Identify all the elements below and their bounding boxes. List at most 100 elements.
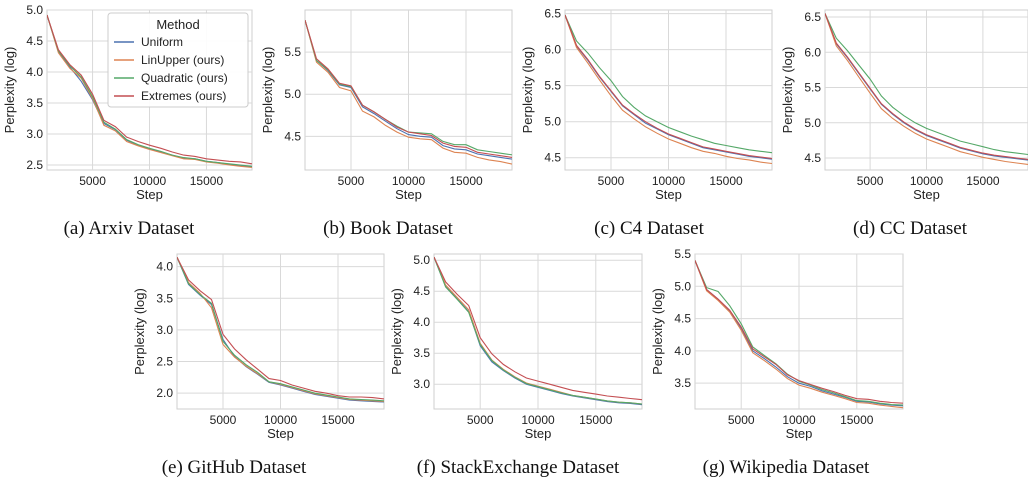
y-tick-label: 4.5 (413, 284, 430, 298)
y-tick-label: 5.0 (26, 3, 43, 17)
legend-box (107, 12, 249, 108)
caption-github: (e) GitHub Dataset (161, 457, 307, 478)
x-tick-label: 15000 (966, 174, 1000, 188)
x-tick-label: 5000 (467, 413, 494, 427)
x-axis-label: Step (525, 426, 552, 441)
chart-c4: 5000 10000 15000 4.5 5.0 5.5 6.0 6.5 Step Perplex… (520, 7, 773, 202)
series-line-extremes-ours (695, 260, 903, 404)
x-axis-label: Step (786, 426, 813, 441)
series-line-linupper-ours (177, 256, 384, 402)
x-tick-label: 10000 (392, 174, 426, 188)
y-tick-label: 4.5 (544, 151, 561, 165)
y-tick-label: 4.5 (674, 312, 691, 326)
x-tick-label: 15000 (321, 413, 355, 427)
series-line-extremes-ours (434, 256, 642, 401)
y-tick-label: 5.0 (544, 115, 561, 129)
y-tick-label: 3.5 (26, 96, 43, 110)
y-axis-label: Perplexity (log) (650, 288, 665, 375)
series-line-linupper-ours (825, 13, 1028, 165)
y-tick-label: 4.5 (804, 151, 821, 165)
y-tick-label: 5.5 (674, 247, 691, 261)
y-tick-label: 5.0 (413, 253, 430, 267)
legend-entry-extremes-ours: Extremes (ours) (141, 89, 226, 103)
series-line-linupper-ours (565, 14, 772, 165)
y-axis-label: Perplexity (log) (520, 47, 535, 134)
caption-c4: (c) C4 Dataset (594, 218, 704, 239)
y-tick-label: 5.5 (284, 45, 301, 59)
series-line-extremes-ours (177, 256, 384, 400)
y-tick-label: 4.0 (674, 344, 691, 358)
x-tick-label: 5000 (338, 174, 365, 188)
y-tick-label: 3.0 (413, 377, 430, 391)
x-tick-label: 15000 (579, 413, 613, 427)
legend-entry-uniform: Uniform (141, 35, 183, 49)
x-axis-label: Step (655, 187, 682, 202)
chart-book: 5000 10000 15000 4.5 5.0 5.5 Step Perplexity (l… (260, 9, 513, 202)
series-line-quadratic-ours (47, 14, 252, 167)
x-tick-label: 15000 (449, 174, 483, 188)
legend-entry-linupper-ours: LinUpper (ours) (141, 53, 224, 67)
y-axis-label: Perplexity (log) (389, 288, 404, 375)
x-tick-label: 10000 (910, 174, 944, 188)
y-tick-label: 5.0 (674, 279, 691, 293)
x-tick-label: 10000 (782, 413, 816, 427)
series-line-extremes-ours (305, 19, 512, 158)
chart-stackexchange: 5000 10000 15000 3.0 3.5 4.0 4.5 5.0 Step Perplex… (389, 253, 643, 441)
series-line-quadratic-ours (695, 260, 903, 406)
y-tick-label: 4.5 (26, 34, 43, 48)
x-tick-label: 10000 (521, 413, 555, 427)
series-line-quadratic-ours (825, 13, 1028, 156)
y-axis-label: Perplexity (log) (2, 47, 17, 134)
x-tick-label: 10000 (133, 174, 167, 188)
y-tick-label: 5.0 (804, 116, 821, 130)
y-tick-label: 3.0 (26, 127, 43, 141)
y-tick-label: 4.5 (284, 129, 301, 143)
series-line-linupper-ours (695, 260, 903, 409)
x-tick-label: 5000 (598, 174, 625, 188)
x-tick-label: 5000 (857, 174, 884, 188)
series-line-extremes-ours (565, 14, 772, 160)
y-tick-label: 2.0 (156, 386, 173, 400)
x-tick-label: 5000 (728, 413, 755, 427)
caption-stackexchange: (f) StackExchange Dataset (416, 457, 620, 478)
x-tick-label: 15000 (190, 174, 224, 188)
y-tick-label: 6.0 (544, 43, 561, 57)
x-tick-label: 5000 (210, 413, 237, 427)
x-axis-label: Step (267, 426, 294, 441)
y-tick-label: 5.5 (804, 81, 821, 95)
y-tick-label: 2.5 (26, 158, 43, 172)
y-tick-label: 3.5 (413, 346, 430, 360)
x-tick-label: 10000 (652, 174, 686, 188)
y-tick-label: 4.0 (413, 315, 430, 329)
caption-cc: (d) CC Dataset (853, 218, 967, 239)
series-line-extremes-ours (825, 13, 1028, 160)
y-tick-label: 3.5 (674, 376, 691, 390)
y-axis-label: Perplexity (log) (780, 47, 795, 134)
y-tick-label: 5.0 (284, 87, 301, 101)
y-tick-label: 6.5 (544, 7, 561, 21)
caption-book: (b) Book Dataset (323, 218, 453, 239)
caption-arxiv: (a) Arxiv Dataset (63, 218, 195, 239)
y-tick-label: 6.0 (804, 45, 821, 59)
y-tick-label: 4.0 (26, 65, 43, 79)
series-line-quadratic-ours (177, 256, 384, 402)
series-line-extremes-ours (47, 14, 252, 165)
y-tick-label: 4.0 (156, 260, 173, 274)
y-tick-label: 2.5 (156, 355, 173, 369)
series-line-quadratic-ours (565, 14, 772, 154)
chart-cc: 5000 10000 15000 4.5 5.0 5.5 6.0 6.5 Step Perplex… (780, 9, 1028, 202)
y-tick-label: 6.5 (804, 10, 821, 24)
legend-entry-quadratic-ours: Quadratic (ours) (141, 71, 228, 85)
x-axis-label: Step (395, 187, 422, 202)
y-tick-label: 3.5 (156, 291, 173, 305)
series-line-linupper-ours (305, 19, 512, 165)
y-axis-label: Perplexity (log) (260, 47, 275, 134)
x-tick-label: 15000 (709, 174, 743, 188)
x-tick-label: 10000 (264, 413, 298, 427)
x-axis-label: Step (913, 187, 940, 202)
chart-arxiv: 5000 10000 15000 2.5 3.0 3.5 4.0 4.5 5.0 Step Perp… (2, 3, 253, 202)
series-line-linupper-ours (47, 14, 252, 169)
y-tick-label: 5.5 (544, 79, 561, 93)
x-tick-label: 15000 (840, 413, 874, 427)
